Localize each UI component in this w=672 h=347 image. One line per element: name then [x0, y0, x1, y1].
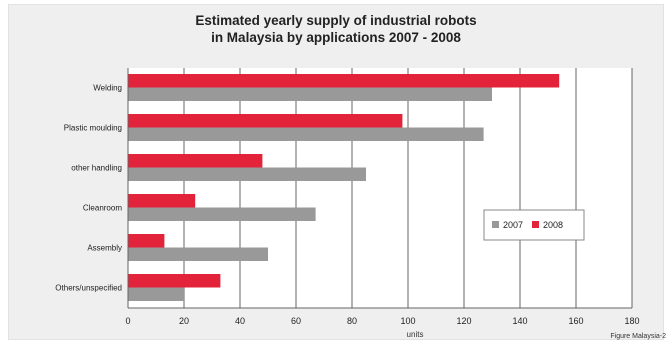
x-tick-label: 180 [624, 316, 639, 326]
x-tick-label: 40 [235, 316, 245, 326]
x-tick-label: 20 [179, 316, 189, 326]
figure-caption: Figure Malaysia-2 [610, 333, 666, 340]
legend-label-2007: 2007 [503, 220, 523, 230]
plot-area [128, 68, 632, 308]
category-label: other handling [71, 164, 122, 173]
category-label: Assembly [87, 244, 122, 253]
x-tick-label: 140 [512, 316, 527, 326]
legend-swatch-2008 [532, 221, 539, 228]
x-tick-labels: 0 20 40 60 80 100 120 140 160 180 [125, 316, 639, 326]
x-tick-label: 100 [400, 316, 415, 326]
bar-2008-other-handling [128, 154, 263, 168]
category-label: Cleanroom [83, 204, 122, 213]
bar-2008-others-unspecified [128, 274, 221, 288]
bar-2007-other-handling [128, 167, 366, 181]
category-label: Others/unspecified [55, 284, 122, 293]
bar-2008-welding [128, 74, 560, 88]
bar-2008-cleanroom [128, 194, 196, 208]
bar-2007-welding [128, 87, 492, 101]
bar-2007-assembly [128, 247, 268, 261]
bar-2007-plastic-moulding [128, 127, 484, 141]
chart-title: Estimated yearly supply of industrial ro… [195, 13, 477, 45]
x-axis-label: units [407, 330, 424, 339]
bars [128, 74, 560, 301]
legend-swatch-2007 [492, 221, 499, 228]
legend-label-2008: 2008 [543, 220, 563, 230]
x-tick-label: 160 [568, 316, 583, 326]
bar-2007-cleanroom [128, 207, 316, 221]
x-tick-label: 0 [125, 316, 130, 326]
bar-2008-plastic-moulding [128, 114, 403, 128]
x-tick-label: 80 [347, 316, 357, 326]
bar-2008-assembly [128, 234, 165, 248]
category-label: Plastic moulding [64, 124, 122, 133]
grid-lines [183, 68, 633, 308]
bar-2007-others-unspecified [128, 287, 184, 301]
category-labels: Welding Plastic moulding other handling Cle… [55, 84, 122, 293]
category-label: Welding [93, 84, 122, 93]
x-tick-label: 120 [456, 316, 471, 326]
legend: 2007 2008 [483, 209, 585, 241]
x-tick-label: 60 [291, 316, 301, 326]
